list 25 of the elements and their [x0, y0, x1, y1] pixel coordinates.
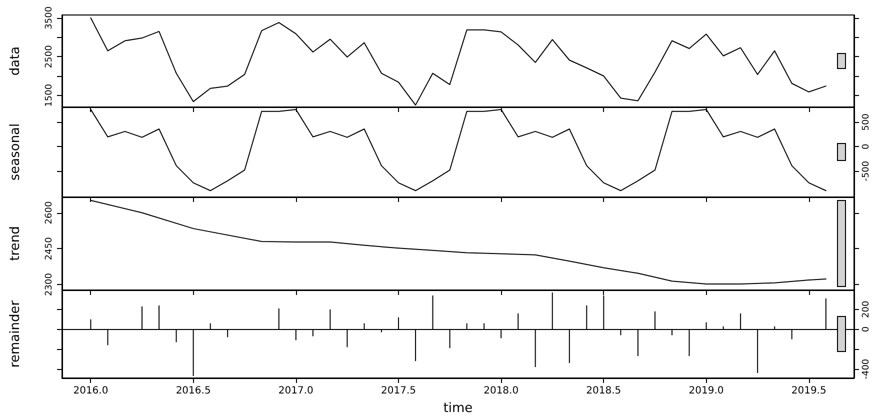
x-tick-label: 2016.5: [176, 386, 211, 396]
x-tick-label: 2019.5: [791, 386, 826, 396]
y-tick-label: -500: [862, 160, 872, 182]
x-axis-title: time: [443, 401, 473, 416]
y-tick-label: 200: [862, 300, 872, 318]
y-tick-label: 500: [862, 113, 872, 131]
y-tick-label: 2300: [44, 272, 54, 296]
y-axis-title: trend: [8, 226, 23, 261]
y-tick-label: -400: [862, 358, 872, 380]
y-tick-label: 1500: [44, 84, 54, 107]
y-axis-title: data: [8, 46, 23, 76]
x-tick-label: 2019.0: [688, 386, 724, 396]
y-tick-label: 3500: [44, 6, 54, 30]
x-tick-label: 2017.5: [380, 386, 416, 396]
y-tick-label: 2450: [44, 236, 54, 260]
y-axis-title: seasonal: [8, 123, 23, 181]
y-tick-label: 0: [862, 143, 872, 150]
y-tick-label: 2600: [44, 201, 54, 224]
x-tick-label: 2018.0: [484, 386, 519, 396]
y-tick-label: 2500: [44, 44, 54, 68]
x-tick-label: 2016.0: [73, 386, 108, 396]
y-tick-label: 0: [862, 326, 872, 332]
x-tick-label: 2018.5: [586, 386, 622, 396]
y-axis-title: remainder: [8, 300, 23, 368]
x-tick-label: 2017.0: [278, 386, 314, 396]
